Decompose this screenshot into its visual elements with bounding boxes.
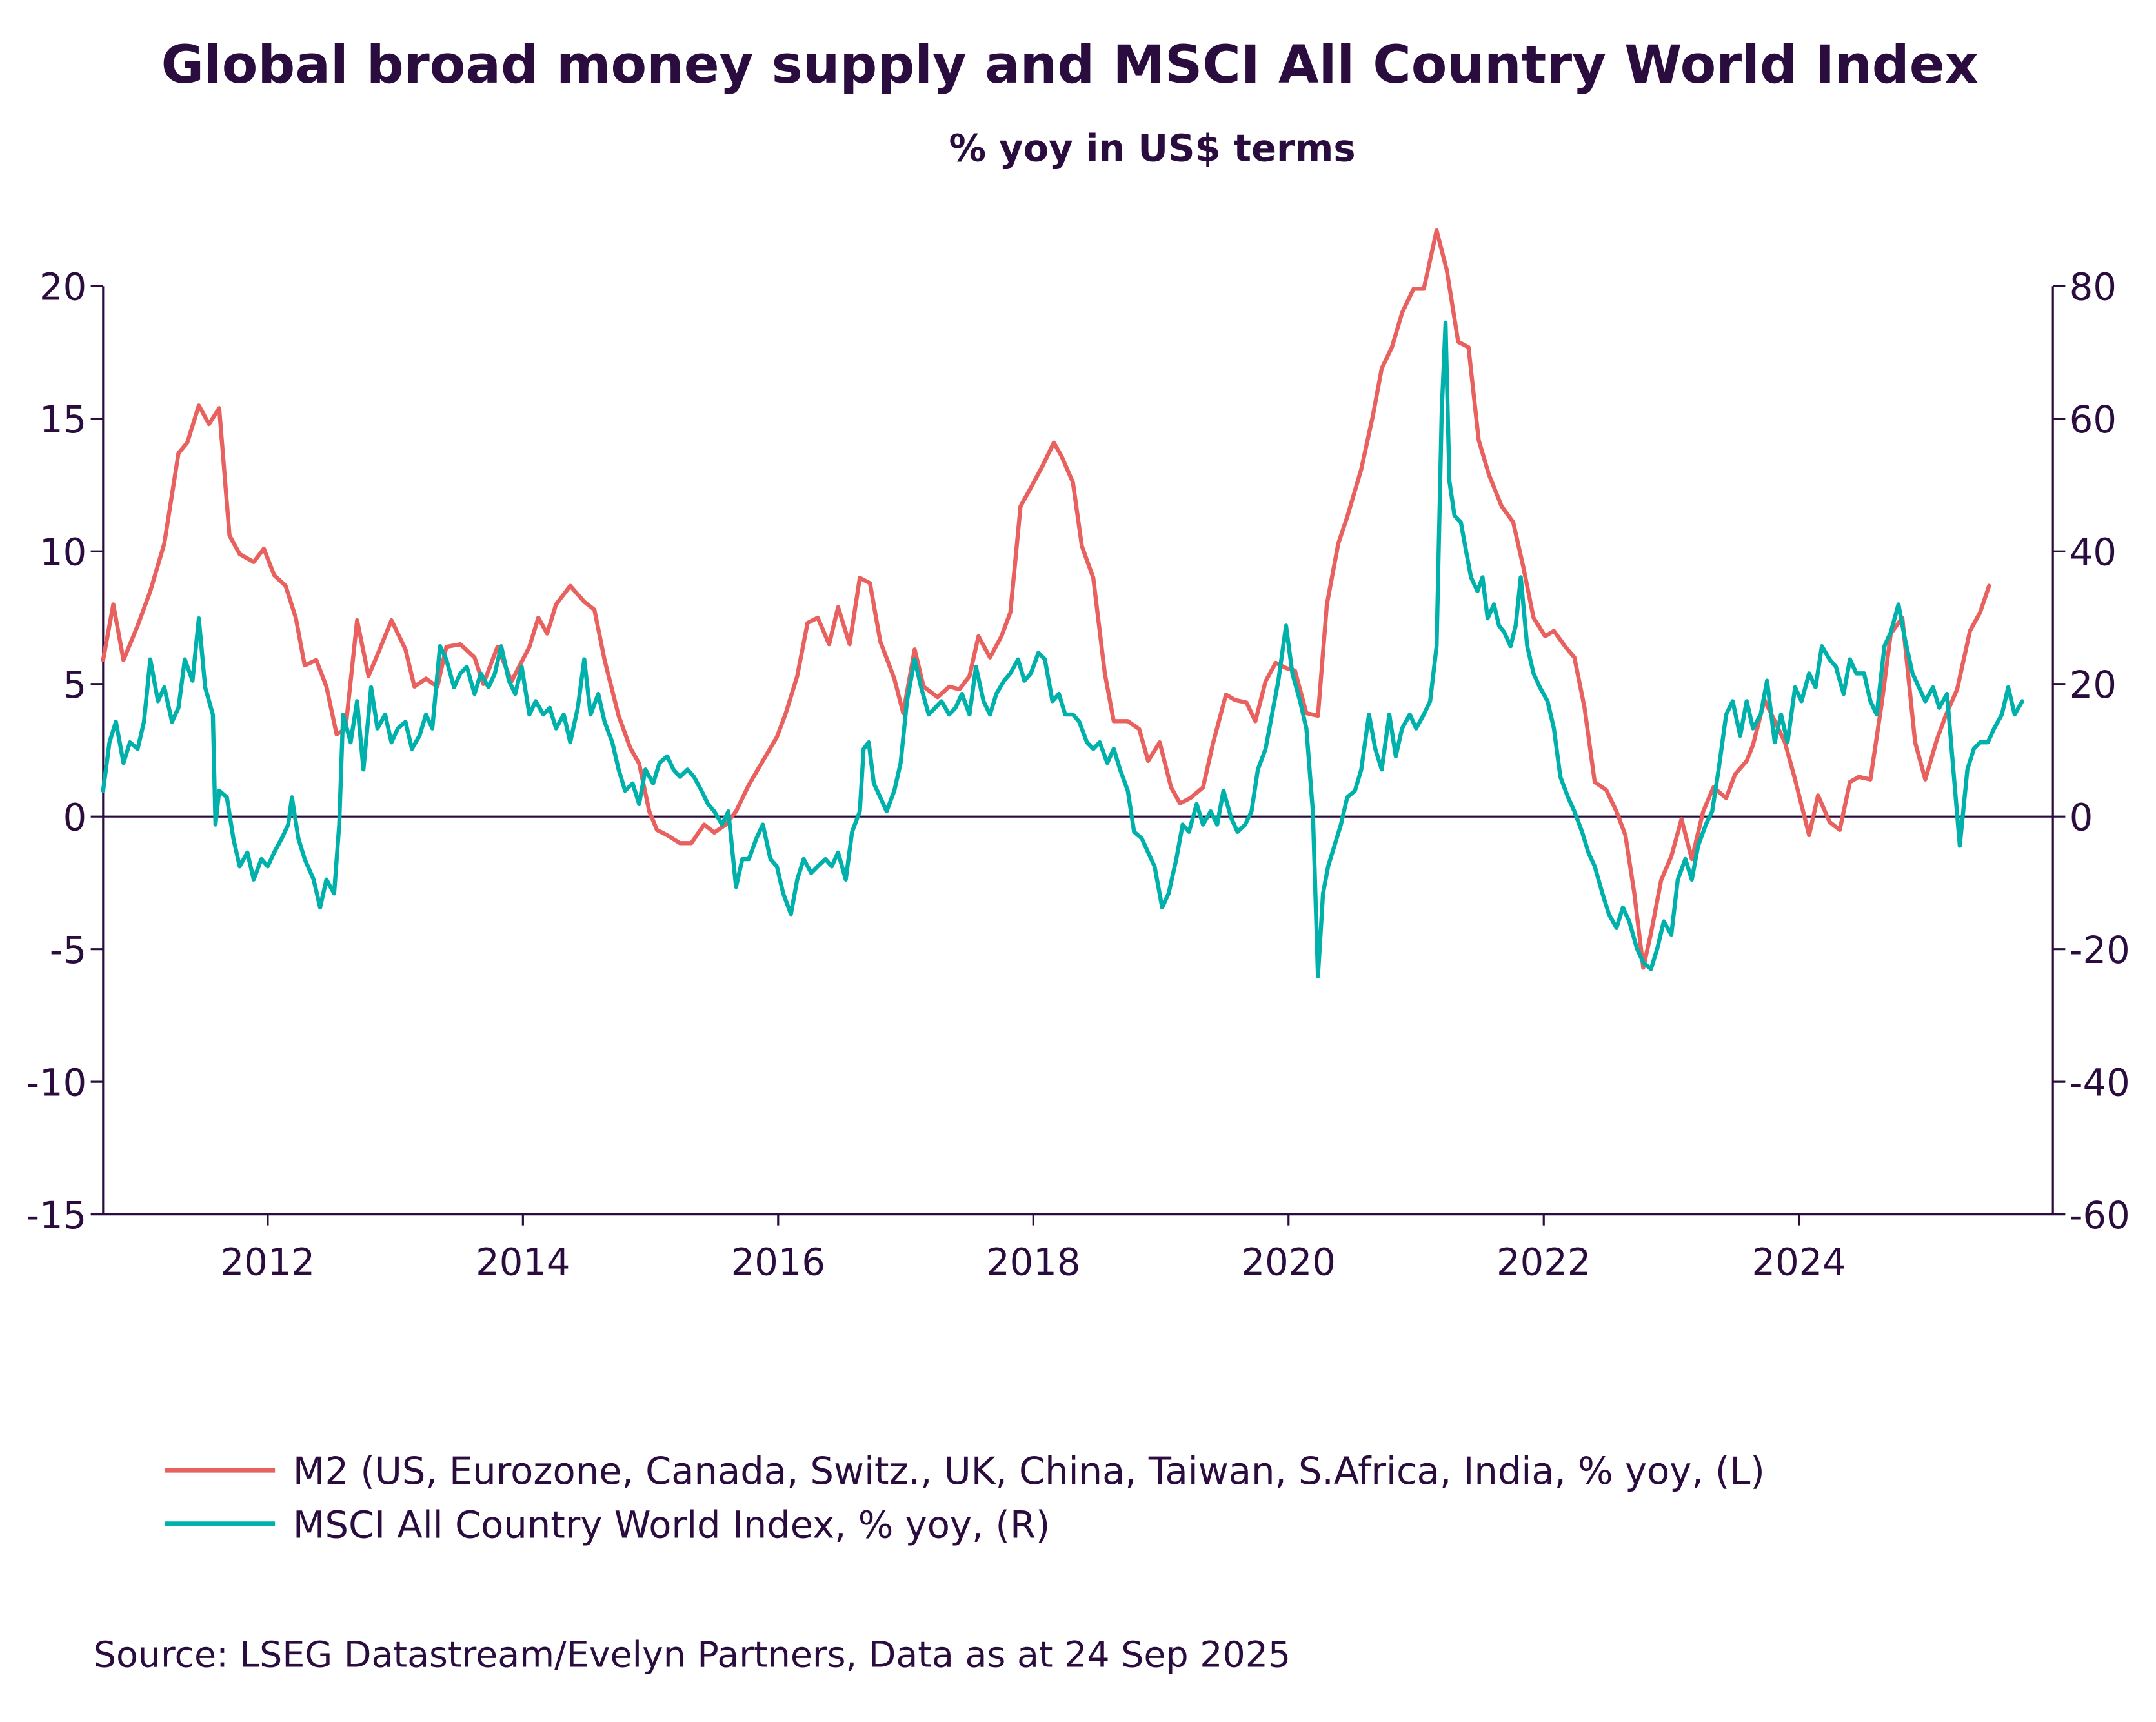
- x-tick-label: 2016: [731, 1241, 825, 1284]
- legend-label-msci: MSCI All Country World Index, % yoy, (R): [293, 1503, 1051, 1546]
- y-left-tick-label: 5: [63, 663, 87, 707]
- y-left-tick-label: 10: [39, 531, 86, 574]
- chart-title: Global broad money supply and MSCI All C…: [161, 35, 1979, 96]
- axes: 20 15 10 5 0 -5 -10 -15 80 60 40 20 0 -20 -40 -60 2012 20…: [26, 266, 2130, 1284]
- m2-series-line: [101, 228, 1991, 970]
- y-right-tick-label: 40: [2070, 531, 2117, 574]
- x-tick-label: 2018: [986, 1241, 1080, 1284]
- x-tick-label: 2024: [1752, 1241, 1846, 1284]
- legend: M2 (US, Eurozone, Canada, Switz., UK, Ch…: [165, 1450, 1765, 1546]
- chart-subtitle: % yoy in US$ terms: [949, 127, 1356, 170]
- y-right-tick-label: 60: [2070, 398, 2117, 441]
- y-right-tick-label: 0: [2070, 796, 2093, 840]
- x-tick-label: 2020: [1242, 1241, 1336, 1284]
- x-tick-label: 2022: [1496, 1241, 1591, 1284]
- msci-series-line: [101, 320, 2024, 978]
- y-right-tick-label: 20: [2070, 663, 2117, 707]
- y-right-tick-label: -40: [2070, 1061, 2130, 1104]
- y-left-tick-label: 15: [39, 398, 86, 441]
- y-right-tick-label: -60: [2070, 1194, 2130, 1237]
- y-left-tick-label: 0: [63, 796, 87, 840]
- y-right-tick-label: -20: [2070, 929, 2130, 972]
- series-group: [101, 228, 2024, 978]
- x-tick-label: 2014: [476, 1241, 570, 1284]
- source-note: Source: LSEG Datastream/Evelyn Partners,…: [94, 1635, 1291, 1676]
- y-left-tick-label: -15: [26, 1194, 86, 1237]
- y-left-tick-label: 20: [39, 266, 86, 309]
- y-right-tick-label: 80: [2070, 266, 2117, 309]
- legend-label-m2: M2 (US, Eurozone, Canada, Switz., UK, Ch…: [293, 1450, 1765, 1493]
- y-left-tick-label: -5: [50, 929, 86, 972]
- y-left-tick-label: -10: [26, 1061, 86, 1104]
- x-tick-label: 2012: [221, 1241, 315, 1284]
